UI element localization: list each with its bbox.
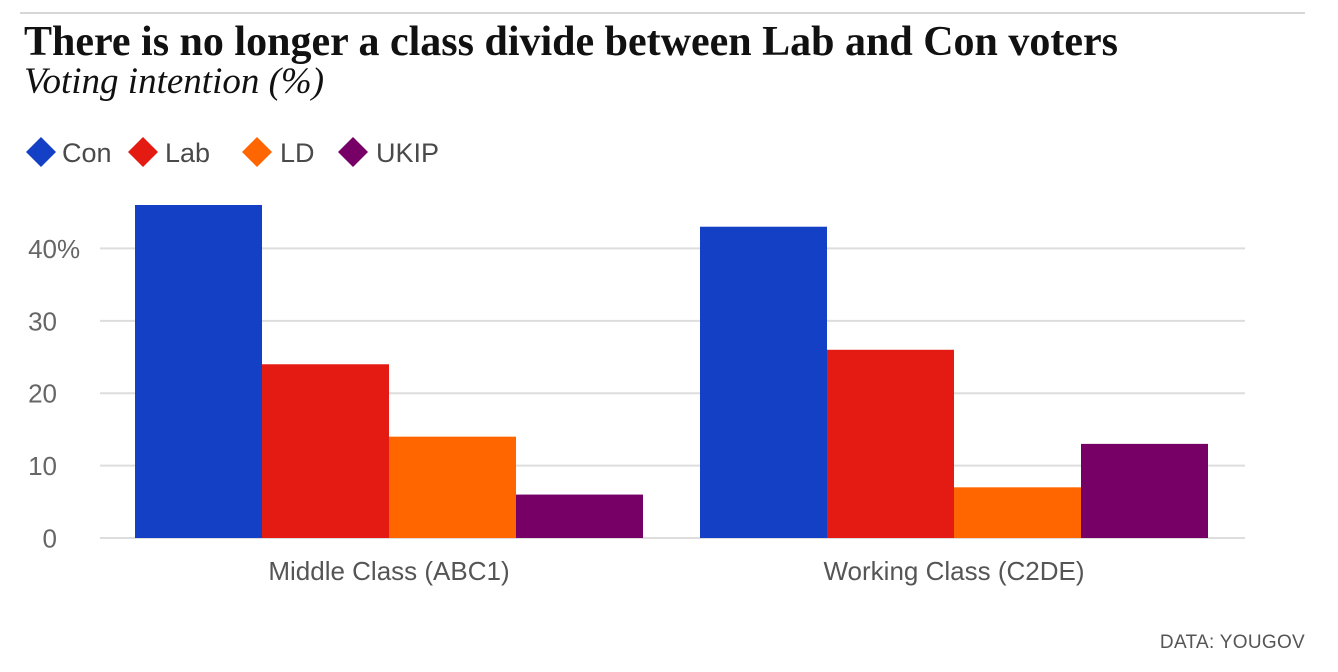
legend-label-ukip: UKIP: [376, 138, 439, 168]
legend-swatch-ukip: [338, 137, 368, 167]
y-tick-label: 30: [28, 306, 57, 336]
y-tick-label: 0: [43, 524, 57, 554]
bar-ld-middle-class-abc1: [389, 436, 516, 538]
legend-swatch-ld: [242, 137, 272, 167]
legend: Con Lab LD UKIP: [26, 137, 439, 168]
y-tick-label: 10: [28, 451, 57, 481]
legend-item-con: Con: [26, 137, 112, 168]
y-axis-labels: 0 10 20 30 40%: [28, 234, 80, 554]
legend-label-con: Con: [62, 138, 112, 168]
bar-ukip-working-class-c2de: [1081, 443, 1208, 538]
top-rule: [20, 12, 1305, 14]
x-category-label: Middle Class (ABC1): [268, 556, 509, 586]
chart-subtitle: Voting intention (%): [24, 61, 324, 102]
legend-item-ukip: UKIP: [338, 137, 439, 168]
legend-item-lab: Lab: [128, 137, 210, 168]
y-tick-label: 40%: [28, 234, 80, 264]
legend-label-lab: Lab: [165, 138, 210, 168]
bars: [135, 205, 1208, 538]
bar-lab-working-class-c2de: [827, 349, 954, 538]
bar-con-working-class-c2de: [700, 226, 827, 538]
chart-title: There is no longer a class divide betwee…: [24, 19, 1118, 65]
x-axis-labels: Middle Class (ABC1) Working Class (C2DE): [268, 556, 1084, 586]
legend-swatch-con: [26, 137, 56, 167]
x-category-label: Working Class (C2DE): [823, 556, 1084, 586]
legend-item-ld: LD: [242, 137, 315, 168]
bar-con-middle-class-abc1: [135, 205, 262, 538]
bar-lab-middle-class-abc1: [262, 364, 389, 538]
bar-ld-working-class-c2de: [954, 487, 1081, 538]
legend-swatch-lab: [128, 137, 158, 167]
source-note: DATA: YOUGOV: [1160, 632, 1305, 653]
bar-ukip-middle-class-abc1: [516, 494, 643, 538]
y-tick-label: 20: [28, 379, 57, 409]
legend-label-ld: LD: [280, 138, 315, 168]
